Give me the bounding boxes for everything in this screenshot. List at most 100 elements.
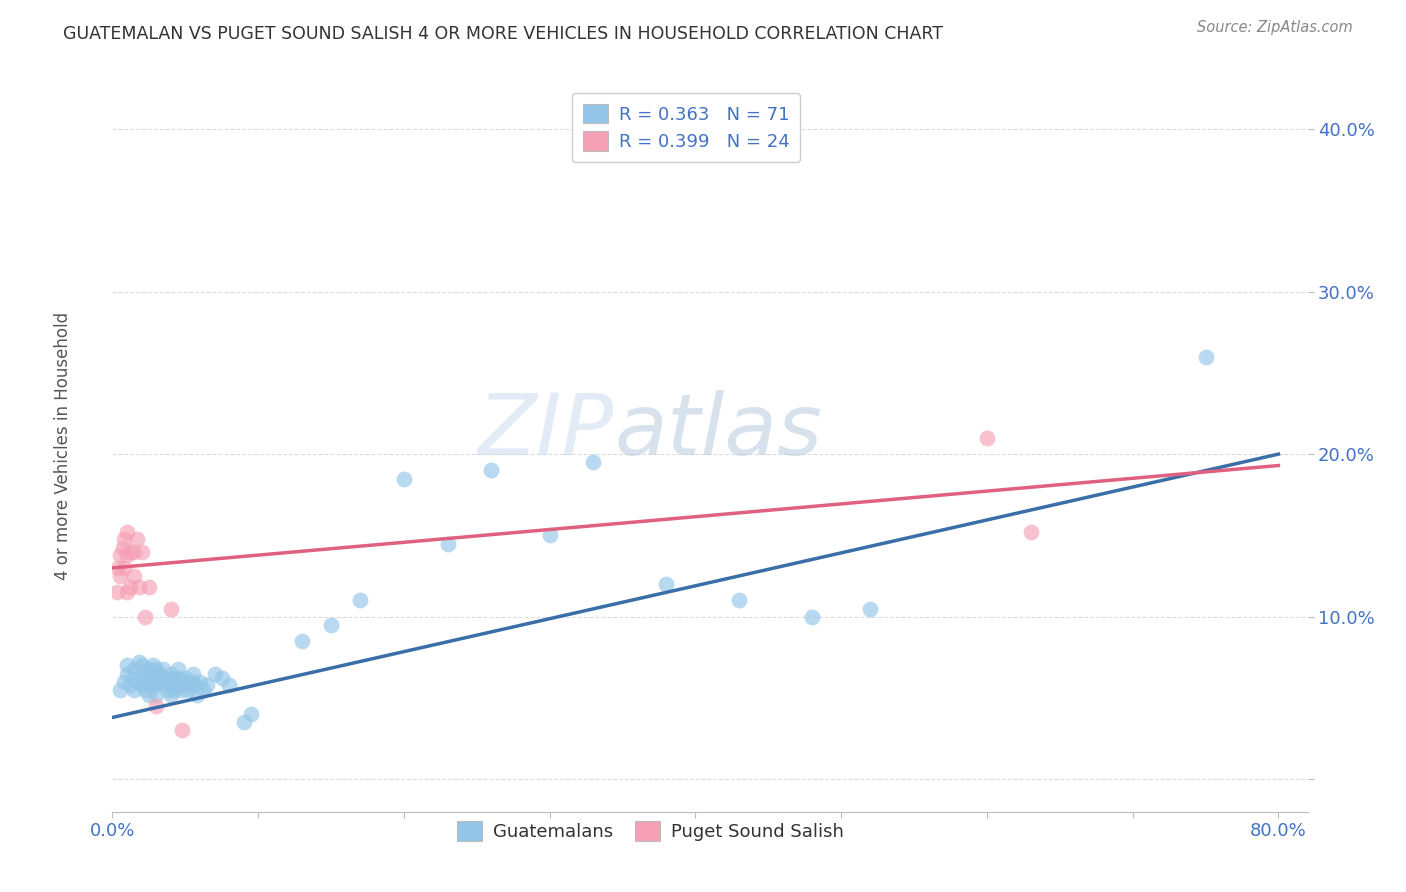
Point xyxy=(115,658,138,673)
Point xyxy=(159,672,181,686)
Point xyxy=(138,674,160,689)
Point xyxy=(152,672,174,686)
Point xyxy=(124,672,146,686)
Point xyxy=(172,682,194,697)
Point xyxy=(115,525,138,540)
Point xyxy=(174,672,197,686)
Point xyxy=(152,662,174,676)
Text: ZIP: ZIP xyxy=(478,390,614,473)
Point xyxy=(124,662,146,676)
Point xyxy=(436,536,458,550)
Point xyxy=(392,471,415,485)
Point xyxy=(134,672,156,686)
Point xyxy=(145,688,167,702)
Point xyxy=(801,609,824,624)
Point xyxy=(118,678,141,692)
Point xyxy=(181,666,204,681)
Text: atlas: atlas xyxy=(614,390,823,473)
Point xyxy=(111,541,134,556)
Point xyxy=(128,581,150,595)
Point xyxy=(142,666,165,681)
Point xyxy=(232,715,254,730)
Point xyxy=(319,617,342,632)
Point xyxy=(152,678,174,692)
Point xyxy=(655,577,678,591)
Point xyxy=(181,678,204,692)
Point xyxy=(211,672,233,686)
Point xyxy=(138,581,160,595)
Point xyxy=(481,463,503,477)
Point xyxy=(108,548,131,562)
Point xyxy=(138,688,160,702)
Point xyxy=(159,678,181,692)
Point xyxy=(188,674,211,689)
Point xyxy=(159,601,181,615)
Point xyxy=(195,678,218,692)
Point xyxy=(1194,350,1216,364)
Point xyxy=(218,678,240,692)
Point xyxy=(148,674,170,689)
Point xyxy=(112,561,135,575)
Point xyxy=(131,678,153,692)
Point xyxy=(107,561,129,575)
Point xyxy=(131,658,153,673)
Point xyxy=(115,666,138,681)
Point xyxy=(172,723,194,738)
Point xyxy=(145,678,167,692)
Point xyxy=(124,569,146,583)
Point xyxy=(124,682,146,697)
Point xyxy=(131,666,153,681)
Point xyxy=(204,666,226,681)
Text: GUATEMALAN VS PUGET SOUND SALISH 4 OR MORE VEHICLES IN HOUSEHOLD CORRELATION CHA: GUATEMALAN VS PUGET SOUND SALISH 4 OR MO… xyxy=(63,25,943,43)
Point xyxy=(115,548,138,562)
Point xyxy=(115,585,138,599)
Point xyxy=(177,682,200,697)
Point xyxy=(128,674,150,689)
Point xyxy=(159,688,181,702)
Point xyxy=(538,528,561,542)
Point xyxy=(186,688,208,702)
Text: 4 or more Vehicles in Household: 4 or more Vehicles in Household xyxy=(55,312,72,580)
Point xyxy=(148,666,170,681)
Point xyxy=(134,682,156,697)
Legend: Guatemalans, Puget Sound Salish: Guatemalans, Puget Sound Salish xyxy=(447,813,853,850)
Point xyxy=(131,544,153,558)
Point xyxy=(239,707,262,722)
Point xyxy=(108,682,131,697)
Point xyxy=(167,678,190,692)
Point xyxy=(108,569,131,583)
Point xyxy=(167,672,190,686)
Point xyxy=(138,662,160,676)
Point xyxy=(112,674,135,689)
Point xyxy=(138,678,160,692)
Point xyxy=(145,699,167,714)
Point xyxy=(128,655,150,669)
Point xyxy=(118,581,141,595)
Point xyxy=(172,674,194,689)
Point xyxy=(118,544,141,558)
Point xyxy=(105,585,128,599)
Point xyxy=(181,674,204,689)
Point xyxy=(582,455,605,469)
Point xyxy=(349,593,371,607)
Point xyxy=(142,658,165,673)
Point xyxy=(167,662,190,676)
Point xyxy=(163,674,186,689)
Point xyxy=(728,593,751,607)
Point xyxy=(156,682,179,697)
Point xyxy=(112,532,135,546)
Point xyxy=(1019,525,1042,540)
Point xyxy=(976,431,998,445)
Point xyxy=(859,601,882,615)
Point xyxy=(127,532,149,546)
Point xyxy=(134,609,156,624)
Point xyxy=(174,678,197,692)
Point xyxy=(145,662,167,676)
Text: Source: ZipAtlas.com: Source: ZipAtlas.com xyxy=(1197,20,1353,35)
Point xyxy=(163,682,186,697)
Point xyxy=(145,672,167,686)
Point xyxy=(291,634,314,648)
Point xyxy=(191,682,214,697)
Point xyxy=(159,666,181,681)
Point xyxy=(124,544,146,558)
